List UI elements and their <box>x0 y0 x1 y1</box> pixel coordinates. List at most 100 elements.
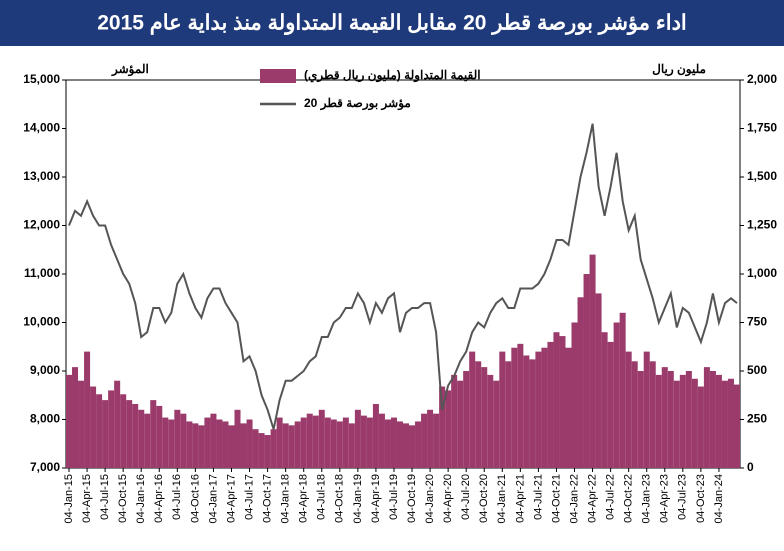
y-tick-label: 13,000 <box>23 169 60 183</box>
title-bar <box>0 0 784 46</box>
x-tick-label: 04-Apr-16 <box>153 474 165 523</box>
legend-label: القيمة المتداولة (مليون ريال قطري) <box>304 68 481 83</box>
x-tick-label: 04-Jan-22 <box>568 474 580 524</box>
bar <box>553 332 560 468</box>
bar <box>505 361 512 468</box>
bar <box>186 421 193 468</box>
bar <box>156 405 163 468</box>
bar <box>210 413 217 468</box>
bar <box>433 413 440 468</box>
bar <box>240 423 247 468</box>
y-tick-label: 7,000 <box>30 460 60 474</box>
bar <box>727 378 734 468</box>
x-tick-label: 04-Apr-19 <box>370 474 382 523</box>
x-tick-label: 04-Jan-17 <box>207 474 219 524</box>
x-tick-label: 04-Jul-17 <box>243 474 255 520</box>
bar <box>228 425 235 468</box>
bar <box>66 374 73 468</box>
bar <box>180 413 187 468</box>
y-tick-label: 9,000 <box>30 363 60 377</box>
y-tick-label: 8,000 <box>30 412 60 426</box>
bar <box>643 351 650 468</box>
bar <box>222 421 229 468</box>
bar <box>661 367 668 468</box>
x-tick-label: 04-Jul-23 <box>677 474 689 520</box>
x-tick-label: 04-Oct-20 <box>478 474 490 523</box>
x-tick-label: 04-Jul-16 <box>171 474 183 520</box>
bar <box>324 417 331 468</box>
y-tick-label: 15,000 <box>23 72 60 86</box>
x-tick-label: 04-Oct-18 <box>334 474 346 523</box>
x-tick-label: 04-Jul-20 <box>460 474 472 520</box>
x-tick-label: 04-Jan-20 <box>424 474 436 524</box>
bar <box>204 417 211 468</box>
bar <box>679 374 686 468</box>
bar <box>601 332 608 468</box>
x-tick-label: 04-Jan-23 <box>641 474 653 524</box>
x-tick-label: 04-Jul-15 <box>99 474 111 520</box>
bar <box>613 322 620 468</box>
bar <box>481 367 488 468</box>
bar <box>396 421 403 468</box>
bar <box>409 425 416 468</box>
bar <box>637 371 644 468</box>
index-line <box>68 123 738 430</box>
bar <box>246 419 253 468</box>
bar <box>439 386 446 468</box>
bar <box>715 374 722 468</box>
y2-tick-label: 2,000 <box>747 72 777 86</box>
bar <box>252 429 259 468</box>
y2-tick-label: 750 <box>747 315 767 329</box>
legend-swatch <box>260 69 296 83</box>
bar <box>162 417 169 468</box>
bar <box>300 417 307 468</box>
bar <box>96 394 103 468</box>
y-axis-label: المؤشر <box>111 62 149 77</box>
y2-tick-label: 250 <box>747 412 767 426</box>
x-tick-label: 04-Jul-21 <box>532 474 544 520</box>
bar <box>366 417 373 468</box>
bar <box>138 409 145 468</box>
bar <box>234 409 241 468</box>
x-tick-label: 04-Apr-22 <box>586 474 598 523</box>
bar <box>306 413 313 468</box>
bar <box>565 347 572 468</box>
bar <box>342 417 349 468</box>
bar <box>733 384 740 468</box>
x-tick-label: 04-Apr-18 <box>298 474 310 523</box>
bar <box>427 409 434 468</box>
x-tick-label: 04-Apr-15 <box>81 474 93 523</box>
bar <box>270 429 277 468</box>
bar <box>463 371 470 468</box>
bar <box>258 433 265 468</box>
bar <box>667 371 674 468</box>
bar <box>559 336 566 468</box>
bar <box>354 409 361 468</box>
x-tick-label: 04-Apr-23 <box>659 474 671 523</box>
bar <box>198 425 205 468</box>
y2-tick-label: 1,250 <box>747 218 777 232</box>
x-tick-label: 04-Jan-24 <box>713 474 725 524</box>
bar <box>673 380 680 468</box>
bar <box>114 380 121 468</box>
bar <box>318 409 325 468</box>
bar <box>390 417 397 468</box>
bar <box>523 355 530 468</box>
bar <box>493 380 500 468</box>
bar <box>384 419 391 468</box>
bar <box>168 419 175 468</box>
x-tick-label: 04-Jan-21 <box>496 474 508 524</box>
bar <box>192 423 199 468</box>
x-tick-label: 04-Jan-15 <box>63 474 75 524</box>
bar <box>625 351 632 468</box>
bar <box>607 341 614 468</box>
bar <box>685 371 692 468</box>
bar <box>144 413 151 468</box>
bar <box>655 374 662 468</box>
bar <box>535 351 542 468</box>
bar <box>276 417 283 468</box>
bar <box>511 347 518 468</box>
bar <box>709 371 716 468</box>
chart-title: اداء مؤشر بورصة قطر 20 مقابل القيمة المت… <box>97 12 687 36</box>
x-tick-label: 04-Apr-17 <box>225 474 237 523</box>
